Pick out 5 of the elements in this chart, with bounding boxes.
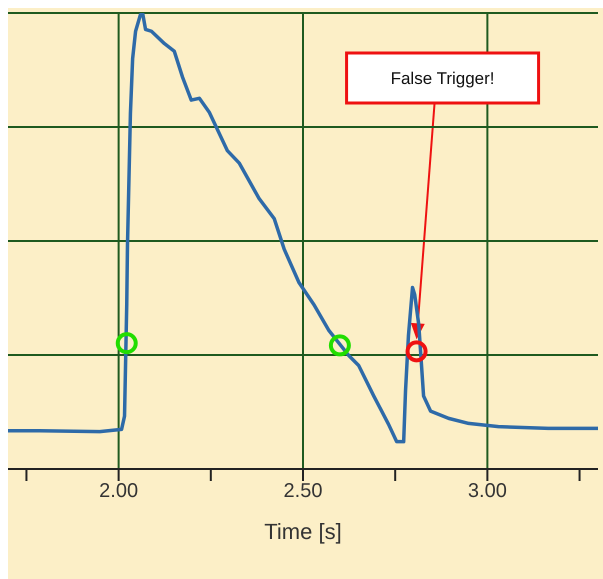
annotation: False Trigger!: [390, 69, 495, 88]
x-tick-label: 3.00: [468, 480, 507, 502]
x-axis-title: Time [s]: [264, 519, 342, 544]
x-tick-label: 2.50: [284, 480, 322, 502]
x-tick-label: 2.00: [99, 480, 138, 502]
